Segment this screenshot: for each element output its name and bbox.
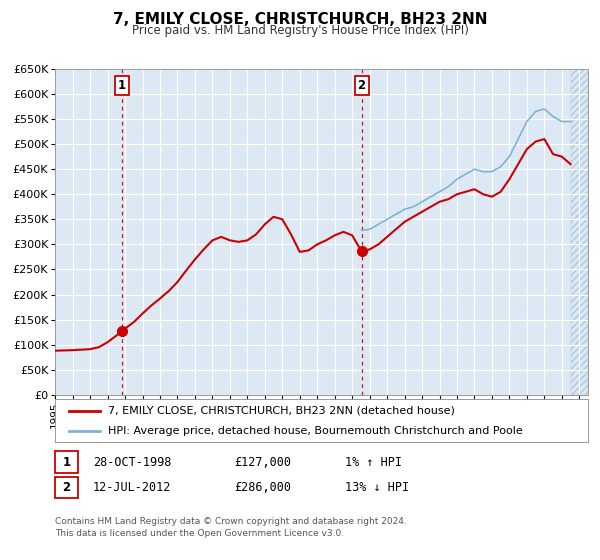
Text: £286,000: £286,000 bbox=[234, 480, 291, 494]
Text: 7, EMILY CLOSE, CHRISTCHURCH, BH23 2NN (detached house): 7, EMILY CLOSE, CHRISTCHURCH, BH23 2NN (… bbox=[109, 405, 455, 416]
Text: 1: 1 bbox=[62, 455, 71, 469]
Text: 7, EMILY CLOSE, CHRISTCHURCH, BH23 2NN: 7, EMILY CLOSE, CHRISTCHURCH, BH23 2NN bbox=[113, 12, 487, 27]
Text: 28-OCT-1998: 28-OCT-1998 bbox=[93, 455, 172, 469]
Text: 13% ↓ HPI: 13% ↓ HPI bbox=[345, 480, 409, 494]
Text: HPI: Average price, detached house, Bournemouth Christchurch and Poole: HPI: Average price, detached house, Bour… bbox=[109, 426, 523, 436]
Text: 12-JUL-2012: 12-JUL-2012 bbox=[93, 480, 172, 494]
Text: 2: 2 bbox=[62, 480, 71, 494]
Text: This data is licensed under the Open Government Licence v3.0.: This data is licensed under the Open Gov… bbox=[55, 529, 344, 538]
Bar bbox=[571, 69, 588, 395]
Bar bbox=[571, 69, 588, 395]
Text: Contains HM Land Registry data © Crown copyright and database right 2024.: Contains HM Land Registry data © Crown c… bbox=[55, 517, 407, 526]
Text: 1: 1 bbox=[118, 79, 126, 92]
Text: Price paid vs. HM Land Registry's House Price Index (HPI): Price paid vs. HM Land Registry's House … bbox=[131, 24, 469, 36]
Text: 2: 2 bbox=[358, 79, 365, 92]
Text: £127,000: £127,000 bbox=[234, 455, 291, 469]
Text: 1% ↑ HPI: 1% ↑ HPI bbox=[345, 455, 402, 469]
